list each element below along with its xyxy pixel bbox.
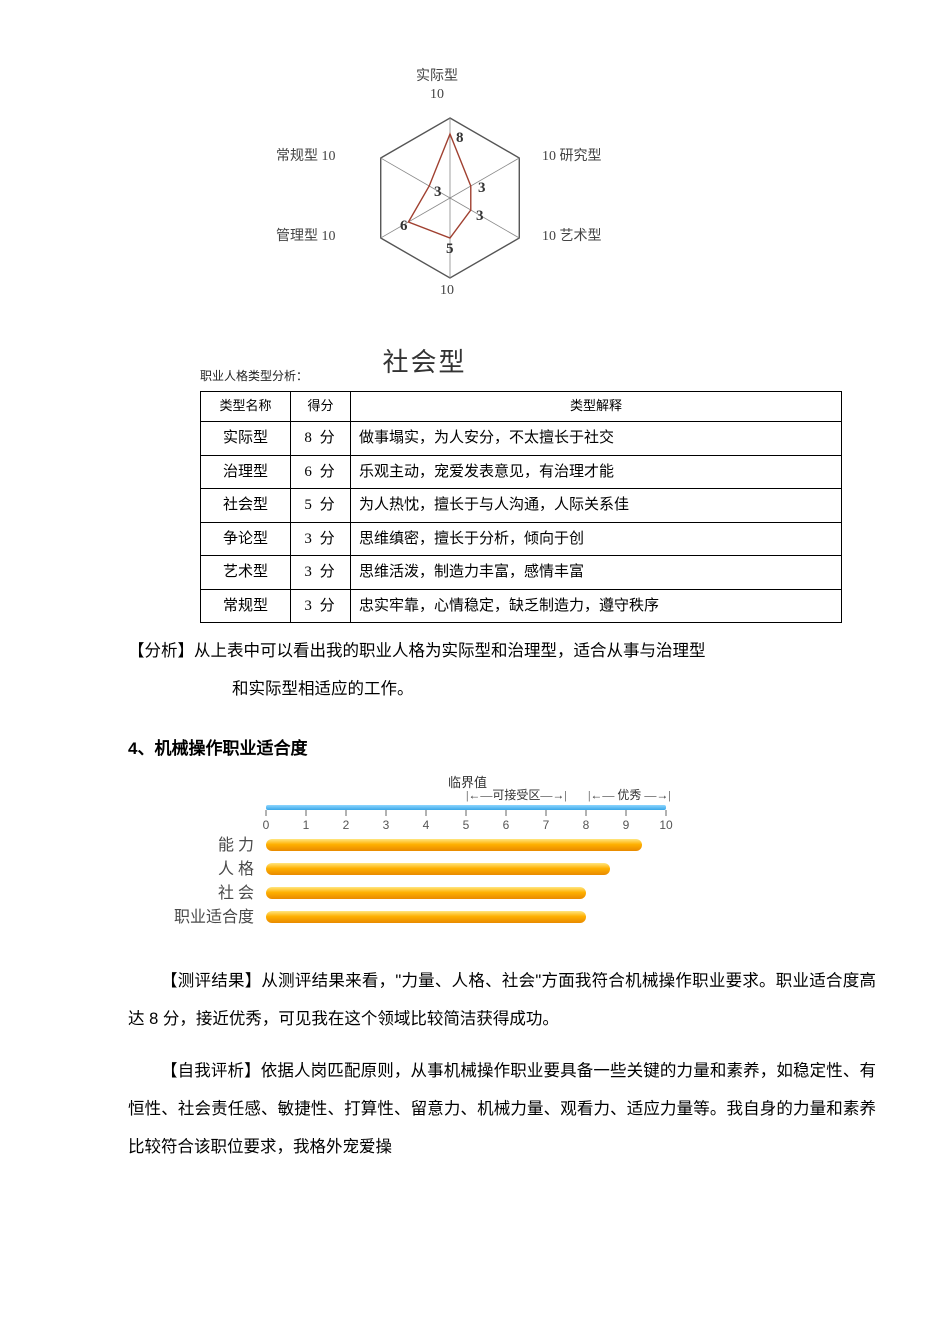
svg-text:职业适合度: 职业适合度 <box>174 908 254 926</box>
svg-text:人 格: 人 格 <box>218 860 254 878</box>
th-name: 类型名称 <box>201 392 291 422</box>
svg-text:10: 10 <box>659 818 673 832</box>
cell-name: 治理型 <box>201 455 291 489</box>
table-row: 争论型3 分思维缜密，擅长于分析，倾向于创 <box>201 522 842 556</box>
radar-axis-bl: 管理型 10 <box>276 228 336 246</box>
table-row: 社会型5 分为人热忱，擅长于与人沟通，人际关系佳 <box>201 489 842 523</box>
section4-heading: 4、机械操作职业适合度 <box>128 733 880 765</box>
radar-axis-tr: 10 研究型 <box>542 148 602 166</box>
svg-text:8: 8 <box>583 818 590 832</box>
radar-value-4: 6 <box>400 218 408 234</box>
svg-text:|←—可接受区—→|: |←—可接受区—→| <box>466 787 567 802</box>
svg-text:5: 5 <box>463 818 470 832</box>
svg-text:能 力: 能 力 <box>218 836 254 854</box>
radar-caption: 职业人格类型分析： <box>200 365 308 388</box>
radar-axis-top: 实际型10 <box>416 68 458 104</box>
radar-value-3: 5 <box>446 241 454 257</box>
cell-score: 3 分 <box>291 589 351 623</box>
cell-desc: 为人热忱，擅长于与人沟通，人际关系佳 <box>351 489 842 523</box>
radar-value-5: 3 <box>434 184 442 200</box>
cell-desc: 思维缜密，擅长于分析，倾向于创 <box>351 522 842 556</box>
cell-name: 争论型 <box>201 522 291 556</box>
svg-text:0: 0 <box>263 818 270 832</box>
svg-text:社 会: 社 会 <box>218 884 254 902</box>
cell-name: 社会型 <box>201 489 291 523</box>
analysis-line1: 【分析】从上表中可以看出我的职业人格为实际型和治理型，适合从事与治理型 <box>128 633 880 671</box>
svg-text:9: 9 <box>623 818 630 832</box>
radar-axis-br: 10 艺术型 <box>542 228 602 246</box>
cell-score: 3 分 <box>291 522 351 556</box>
radar-axis-bottom-scale: 10 <box>440 282 454 300</box>
svg-text:2: 2 <box>343 818 350 832</box>
radar-caption-row: 职业人格类型分析： 社会型 <box>200 338 880 387</box>
table-row: 治理型6 分乐观主动，宠爱发表意见，有治理才能 <box>201 455 842 489</box>
cell-score: 6 分 <box>291 455 351 489</box>
suitability-bar-chart: 临界值|←—可接受区—→||←— 优秀 —→|012345678910能 力人 … <box>164 775 704 945</box>
analysis-block: 【分析】从上表中可以看出我的职业人格为实际型和治理型，适合从事与治理型 和实际型… <box>128 633 880 709</box>
table-row: 实际型8 分做事塌实，为人安分，不太擅长于社交 <box>201 422 842 456</box>
cell-name: 实际型 <box>201 422 291 456</box>
cell-score: 8 分 <box>291 422 351 456</box>
cell-score: 3 分 <box>291 556 351 590</box>
cell-desc: 做事塌实，为人安分，不太擅长于社交 <box>351 422 842 456</box>
svg-text:3: 3 <box>383 818 390 832</box>
th-score: 得分 <box>291 392 351 422</box>
cell-desc: 乐观主动，宠爱发表意见，有治理才能 <box>351 455 842 489</box>
personality-types-table: 类型名称 得分 类型解释 实际型8 分做事塌实，为人安分，不太擅长于社交治理型6… <box>200 391 842 623</box>
radar-axis-tl: 常规型 10 <box>276 148 336 166</box>
radar-value-1: 3 <box>478 180 486 196</box>
radar-value-2: 3 <box>476 208 484 224</box>
body-text-block: 【测评结果】从测评结果来看，"力量、人格、社会"方面我符合机械操作职业要求。职业… <box>128 963 876 1167</box>
table-row: 艺术型3 分思维活泼，制造力丰富，感情丰富 <box>201 556 842 590</box>
radar-bottom-label: 社会型 <box>382 338 466 387</box>
personality-radar-chart: 8 3 3 5 6 3 实际型10 10 研究型 10 艺术型 10 管理型 1… <box>220 70 720 330</box>
table-row: 常规型3 分忠实牢靠，心情稳定，缺乏制造力，遵守秩序 <box>201 589 842 623</box>
svg-text:7: 7 <box>543 818 550 832</box>
cell-score: 5 分 <box>291 489 351 523</box>
svg-text:4: 4 <box>423 818 430 832</box>
cell-name: 常规型 <box>201 589 291 623</box>
cell-name: 艺术型 <box>201 556 291 590</box>
table-header-row: 类型名称 得分 类型解释 <box>201 392 842 422</box>
cell-desc: 忠实牢靠，心情稳定，缺乏制造力，遵守秩序 <box>351 589 842 623</box>
svg-text:|←— 优秀 —→|: |←— 优秀 —→| <box>588 788 671 802</box>
para-result: 【测评结果】从测评结果来看，"力量、人格、社会"方面我符合机械操作职业要求。职业… <box>128 963 876 1039</box>
th-desc: 类型解释 <box>351 392 842 422</box>
analysis-line2: 和实际型相适应的工作。 <box>232 671 880 709</box>
cell-desc: 思维活泼，制造力丰富，感情丰富 <box>351 556 842 590</box>
radar-value-0: 8 <box>456 130 464 146</box>
para-self: 【自我评析】依据人岗匹配原则，从事机械操作职业要具备一些关键的力量和素养，如稳定… <box>128 1053 876 1167</box>
svg-text:6: 6 <box>503 818 510 832</box>
svg-text:1: 1 <box>303 818 310 832</box>
